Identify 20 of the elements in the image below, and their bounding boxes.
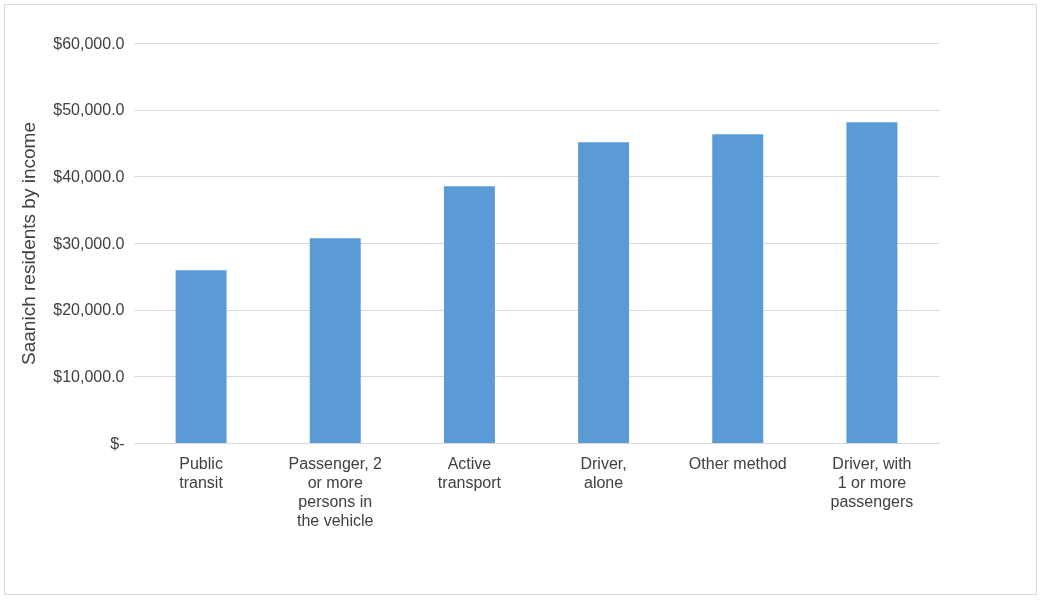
x-tick-label: Other method — [688, 454, 787, 472]
y-axis-title: Saanich residents by income — [18, 122, 40, 365]
bar — [175, 270, 227, 443]
bar — [578, 142, 630, 443]
bar — [309, 238, 361, 443]
x-tick-label: Active transport — [437, 454, 502, 491]
bar — [443, 186, 495, 443]
bar — [846, 122, 898, 443]
y-tick-label: $40,000.0 — [53, 167, 125, 185]
x-tick-label: Passenger, 2 or more persons in the vehicle — [288, 454, 383, 529]
y-tick-label: $60,000.0 — [53, 34, 125, 52]
y-tick-label: $- — [110, 434, 125, 452]
y-tick-label: $10,000.0 — [53, 367, 125, 385]
x-tick-label: Driver, with 1 or more passengers — [830, 454, 914, 510]
y-tick-label: $30,000.0 — [53, 234, 125, 252]
bar — [712, 134, 764, 443]
x-tick-label: Public transit — [179, 454, 224, 491]
y-tick-label: $50,000.0 — [53, 101, 125, 119]
y-tick-label: $20,000.0 — [53, 301, 125, 319]
x-tick-label: Driver, alone — [580, 454, 627, 491]
